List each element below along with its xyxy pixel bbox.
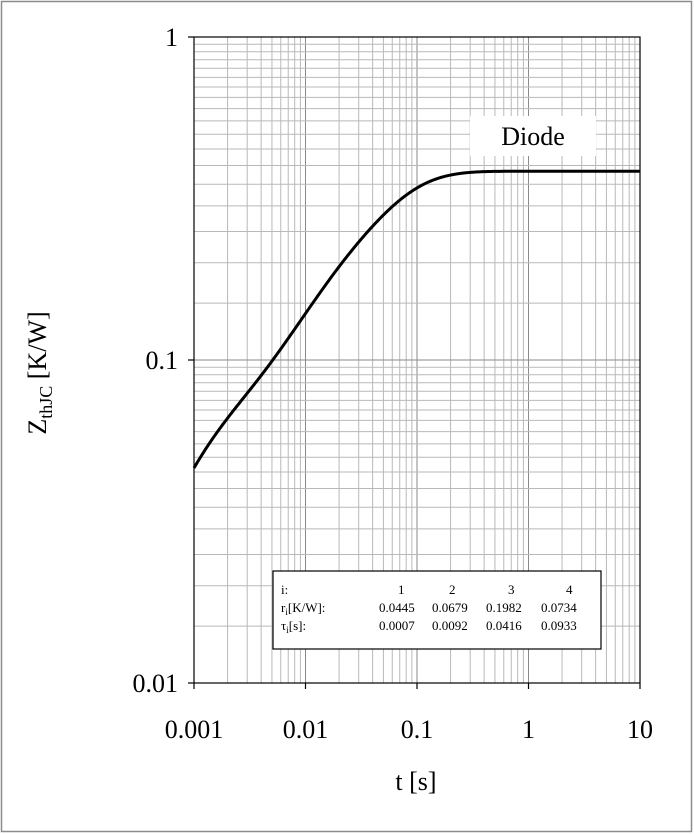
table-row-tau-value-1: 0.0007: [379, 618, 415, 633]
parameter-table: i: 1 2 3 4 ri[K/W]: 0.0445 0.0679 0.1982…: [272, 570, 602, 650]
x-tick-labels: 0.001 0.01 0.1 1 10: [165, 715, 653, 744]
y-tick-label: 0.1: [146, 346, 179, 375]
table-row-tau-value-3: 0.0416: [486, 618, 522, 633]
x-tick-label: 0.01: [283, 715, 329, 744]
table-header-col-1: 1: [398, 582, 405, 597]
table-header-col-2: 2: [449, 582, 456, 597]
table-row-tau-value-4: 0.0933: [541, 618, 577, 633]
y-tick-label: 1: [165, 23, 178, 52]
y-axis-label-sub: thJC: [36, 386, 56, 419]
table-row-tau-value-2: 0.0092: [432, 618, 468, 633]
table-row-tau-label: τi[s]:: [281, 618, 306, 635]
series-label-box: Diode: [470, 116, 596, 156]
series-line-diode: [192, 169, 641, 469]
table-row-r-label: ri[K/W]:: [281, 600, 325, 617]
table-header-col-4: 4: [566, 582, 573, 597]
x-tick-label: 1: [522, 715, 535, 744]
x-tick-label: 10: [627, 715, 653, 744]
x-axis-label: t [s]: [395, 767, 436, 796]
table-header-label: i:: [281, 582, 288, 597]
x-tick-label: 0.1: [401, 715, 434, 744]
tick-marks: [188, 36, 641, 689]
series-label: Diode: [501, 122, 565, 151]
y-tick-labels: 0.01 0.1 1: [133, 23, 179, 698]
table-row-r-value-4: 0.0734: [541, 600, 577, 615]
table-row-r-value-3: 0.1982: [486, 600, 522, 615]
y-axis-label-unit: [K/W]: [23, 311, 52, 385]
table-header-col-3: 3: [508, 582, 515, 597]
table-row-r-value-2: 0.0679: [432, 600, 468, 615]
table-row-r-value-1: 0.0445: [379, 600, 415, 615]
y-axis-label-main: Z: [23, 419, 52, 435]
x-tick-label: 0.001: [165, 715, 224, 744]
series-line-group: [192, 169, 641, 469]
y-axis-label: ZthJC [K/W]: [23, 311, 56, 434]
y-tick-label: 0.01: [133, 669, 179, 698]
